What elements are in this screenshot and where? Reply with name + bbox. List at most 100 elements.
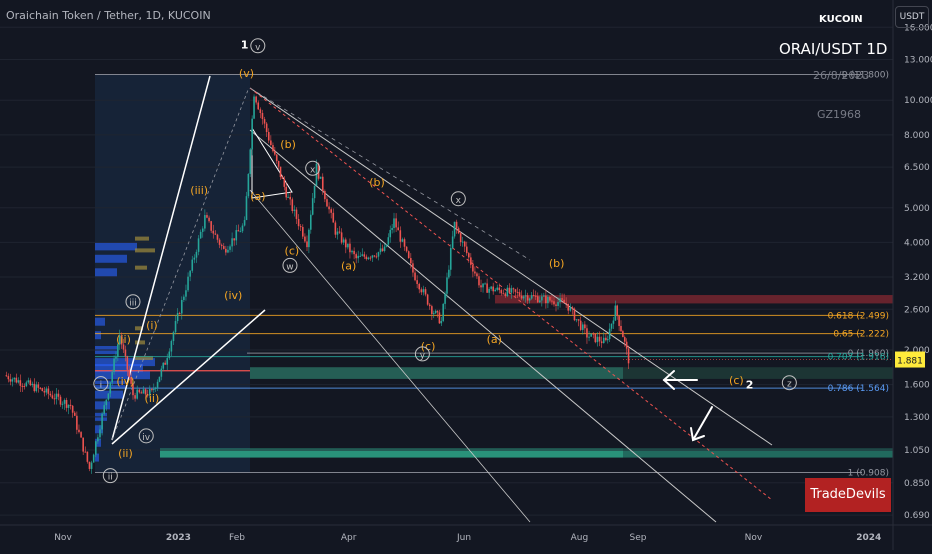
candle-body: [387, 237, 390, 245]
wave-label-circle: [305, 160, 321, 176]
wave-label: iv: [142, 433, 151, 443]
candle-body: [263, 119, 266, 124]
candle-body: [321, 176, 324, 192]
candle-body: [405, 246, 408, 252]
y-tick-label: 2.600: [904, 305, 930, 315]
candle-body: [33, 383, 36, 392]
candle-body: [297, 218, 300, 227]
candle-body: [308, 229, 310, 248]
candle-body: [538, 300, 541, 303]
candle-body: [251, 118, 253, 150]
candle-body: [581, 324, 584, 330]
candle-body: [383, 246, 386, 251]
candle-body: [65, 400, 68, 408]
candle-body: [158, 376, 161, 382]
y-tick-label: 1.600: [904, 381, 930, 391]
candle-body: [109, 382, 112, 394]
candle-body: [214, 233, 217, 235]
last-price-label: 1.881: [897, 357, 923, 367]
candle-body: [37, 384, 40, 388]
volume-profile-bar: [95, 401, 110, 410]
candle-body: [279, 166, 282, 178]
triangle-pattern: [251, 127, 293, 199]
candle-body: [530, 295, 533, 299]
volume-profile-bar: [95, 268, 117, 277]
volume-profile-bar: [135, 355, 153, 360]
candle-body: [73, 412, 76, 416]
candle-body: [418, 283, 421, 290]
candle-body: [43, 391, 46, 393]
volume-profile-bar: [95, 242, 137, 251]
candle-body: [138, 389, 141, 393]
candle-body: [174, 321, 177, 333]
candle-body: [385, 244, 388, 247]
candle-body: [304, 236, 306, 242]
candle-body: [434, 310, 437, 314]
candle-body: [241, 225, 244, 232]
candle-body: [216, 234, 219, 240]
candle-body: [257, 102, 260, 110]
candle-body: [496, 287, 499, 290]
candle-body: [15, 377, 18, 383]
wave-label: iii: [129, 299, 137, 309]
candle-body: [344, 239, 347, 248]
wave-label: (ii): [116, 333, 131, 346]
support-zone-lower: [160, 448, 623, 458]
candle-body: [255, 96, 257, 103]
candle-body: [371, 255, 374, 258]
candle-body: [233, 238, 235, 241]
candle-body: [367, 257, 370, 260]
candle-body: [195, 251, 198, 258]
candle-body: [9, 379, 12, 382]
candle-body: [573, 308, 576, 321]
wave-label: y: [420, 351, 426, 361]
wave-label: (a): [250, 190, 265, 203]
wave-label: i: [100, 381, 103, 391]
candle-body: [313, 185, 316, 199]
candle-body: [287, 196, 289, 198]
candle-body: [377, 252, 380, 257]
volume-profile-bar: [95, 425, 103, 434]
y-tick-label: 4.000: [904, 238, 930, 248]
candle-body: [422, 289, 425, 293]
candle-body: [618, 316, 620, 326]
candle-body: [142, 389, 145, 394]
y-tick-label: 0.850: [904, 479, 930, 489]
volume-profile-bar: [95, 317, 105, 326]
down-arrow-head: [690, 427, 705, 442]
candle-body: [393, 218, 395, 229]
candle-body: [482, 283, 484, 288]
candle-body: [563, 299, 565, 303]
candle-body: [47, 388, 50, 394]
candle-body: [543, 295, 545, 297]
candle-body: [63, 400, 66, 404]
fib-level-label: 0.618 (2.499): [828, 311, 889, 321]
candle-body: [596, 336, 599, 343]
candle-body: [309, 214, 312, 230]
candle-body: [446, 277, 448, 294]
candle-body: [19, 380, 22, 386]
currency-button[interactable]: USDT: [895, 6, 929, 28]
impulse-channel-upper: [111, 75, 211, 441]
candle-body: [500, 290, 503, 294]
candle-body: [440, 320, 443, 324]
left-arrow-head: [662, 370, 675, 390]
candle-body: [166, 358, 169, 365]
fib-level-label: 0 (1.960): [848, 349, 889, 359]
brand-badge: TradeDevils: [805, 478, 891, 512]
candle-body: [69, 404, 72, 406]
candle-body: [465, 246, 468, 254]
candle-body: [605, 337, 607, 341]
wave-label: (b): [369, 176, 385, 189]
candle-body: [206, 215, 208, 218]
candle-body: [51, 395, 54, 399]
candle-body: [627, 348, 630, 364]
candle-body: [623, 337, 626, 342]
channel-lower-line: [249, 189, 531, 523]
wave-label: (iv): [224, 289, 242, 302]
volume-profile-bar: [135, 265, 147, 270]
candle-body: [470, 257, 472, 265]
